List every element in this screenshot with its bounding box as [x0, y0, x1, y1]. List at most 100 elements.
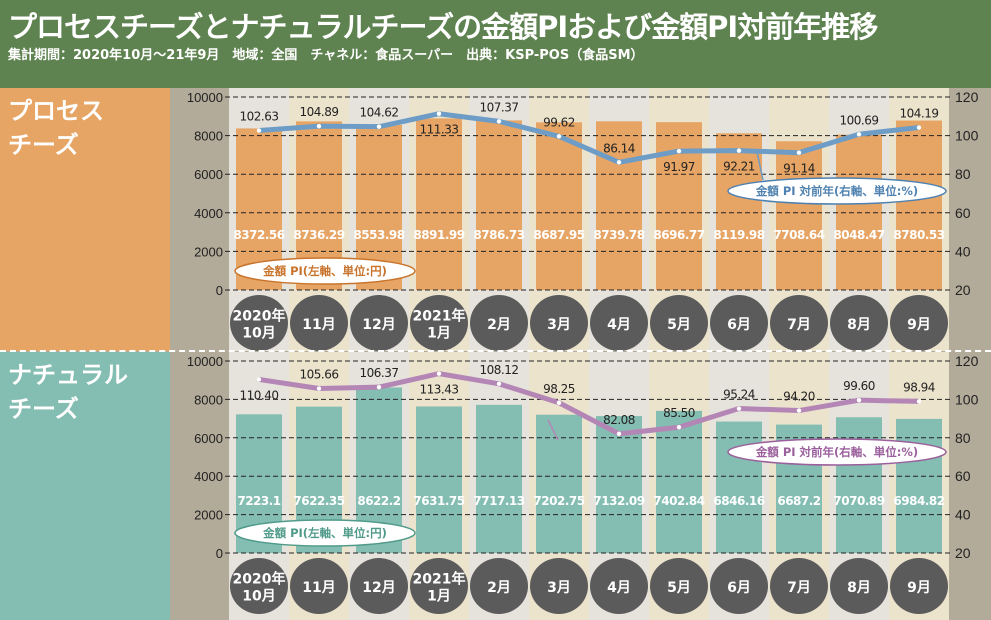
- line-legend: 金額 PI 対前年(右軸、単位:%): [755, 184, 918, 198]
- month-circle: [470, 295, 528, 351]
- month-label: 12月: [362, 580, 395, 596]
- line-value-label: 104.62: [360, 106, 399, 120]
- bar-value-label: 8786.73: [473, 228, 524, 242]
- bar: [416, 118, 462, 291]
- month-circle: [590, 558, 648, 614]
- panel-label-natural: ナチュラル チーズ: [8, 361, 128, 423]
- line-value-label: 91.14: [783, 162, 815, 176]
- month-circle: [290, 558, 348, 614]
- line-point: [856, 132, 862, 137]
- bar: [476, 404, 522, 553]
- month-label: 10月: [242, 326, 275, 342]
- left-axis-tick: 4000: [194, 206, 223, 221]
- month-label: 5月: [667, 580, 691, 596]
- line-point: [436, 111, 442, 116]
- right-axis-strip: [949, 352, 991, 620]
- right-axis-tick: 80: [955, 166, 971, 182]
- legend-pointer: [756, 151, 764, 181]
- line-point: [436, 371, 442, 376]
- line-value-label: 98.25: [543, 382, 575, 396]
- month-circle: [830, 295, 888, 351]
- bar: [896, 120, 942, 290]
- month-label: 2月: [487, 317, 511, 333]
- line-point: [316, 123, 322, 129]
- month-label: 7月: [787, 580, 811, 596]
- left-axis-tick: 2000: [194, 244, 223, 259]
- month-label: 8月: [847, 317, 871, 333]
- month-label: 9月: [907, 580, 931, 596]
- bar: [896, 418, 942, 553]
- line-point: [316, 386, 322, 391]
- month-label: 8月: [847, 580, 871, 596]
- line-value-label: 104.19: [900, 107, 939, 121]
- month-circle: [350, 295, 408, 351]
- bar-value-label: 7202.75: [533, 494, 584, 508]
- line-point: [616, 160, 622, 165]
- line-value-label: 98.94: [903, 380, 935, 394]
- left-axis-tick: 2000: [194, 508, 223, 523]
- line-value-label: 86.14: [603, 141, 635, 155]
- left-axis-tick: 10000: [187, 354, 223, 369]
- line-point: [676, 148, 682, 154]
- month-circle: [650, 558, 708, 614]
- left-axis-tick: 8000: [194, 392, 223, 407]
- line-value-label: 102.63: [240, 110, 279, 124]
- chart-subtitle: 集計期間：2020年10月～21年9月 地域：全国 チャネル：食品スーパー 出典…: [8, 48, 644, 63]
- line-point: [256, 377, 262, 382]
- left-axis-tick: 6000: [194, 431, 223, 446]
- line-legend-bubble: [727, 177, 947, 205]
- bar-value-label: 8622.2: [357, 494, 400, 508]
- bar-value-label: 8553.98: [353, 228, 404, 242]
- month-circle: [470, 558, 528, 614]
- month-label: 2020年: [233, 571, 286, 588]
- right-axis-tick: 60: [955, 205, 971, 221]
- month-label: 2021年: [413, 571, 466, 588]
- line-value-label: 99.62: [543, 115, 575, 129]
- line-point: [496, 381, 502, 387]
- bar-value-label: 8372.56: [233, 228, 284, 242]
- line-point: [916, 399, 922, 404]
- right-axis-tick: 120: [955, 353, 979, 369]
- line-point: [736, 148, 742, 153]
- line-legend: 金額 PI 対前年(右軸、単位:%): [755, 445, 918, 459]
- bar-legend-bubble: [234, 519, 416, 547]
- line-point: [796, 150, 802, 155]
- month-circle: [890, 295, 948, 351]
- month-label: 11月: [302, 580, 335, 596]
- month-circle: [530, 558, 588, 614]
- line-point: [616, 431, 622, 437]
- bar-value-label: 7631.75: [413, 494, 464, 508]
- month-label: 3月: [547, 580, 571, 596]
- bar: [596, 121, 642, 290]
- yoy-line: [258, 371, 920, 437]
- bar: [716, 133, 762, 290]
- month-circle: [410, 558, 468, 614]
- line-value-label: 99.60: [843, 379, 875, 393]
- month-circle: [350, 558, 408, 614]
- bar-value-label: 8739.78: [593, 228, 644, 242]
- right-axis-tick: 120: [955, 89, 979, 105]
- bar: [776, 141, 822, 290]
- month-label: 6月: [727, 317, 751, 333]
- bar-value-label: 8780.53: [893, 228, 944, 242]
- line-point: [556, 400, 562, 405]
- line-value-label: 100.69: [840, 113, 879, 127]
- line-value-label: 92.21: [723, 160, 755, 174]
- month-circle: [230, 558, 288, 614]
- left-axis-tick: 4000: [194, 469, 223, 484]
- line-point: [796, 408, 802, 413]
- line-value-label: 108.12: [480, 363, 519, 377]
- line-point: [736, 406, 742, 411]
- left-axis-tick: 0: [216, 283, 223, 298]
- line-value-label: 95.24: [723, 388, 755, 402]
- bar-value-label: 6687.2: [777, 494, 820, 508]
- right-axis-tick: 40: [955, 507, 971, 523]
- month-label: 2021年: [413, 308, 466, 325]
- month-circle: [590, 295, 648, 351]
- month-label: 4月: [607, 580, 631, 596]
- bar-value-label: 7402.84: [653, 494, 704, 508]
- bar-value-label: 6984.82: [893, 494, 944, 508]
- right-axis-tick: 60: [955, 468, 971, 484]
- process-cheese-chart: 0 2000 4000 6000 8000 10000 20 40 60 80 100 120 8372…: [187, 88, 991, 351]
- process-cheese-panel: プロセス チーズ: [0, 88, 170, 351]
